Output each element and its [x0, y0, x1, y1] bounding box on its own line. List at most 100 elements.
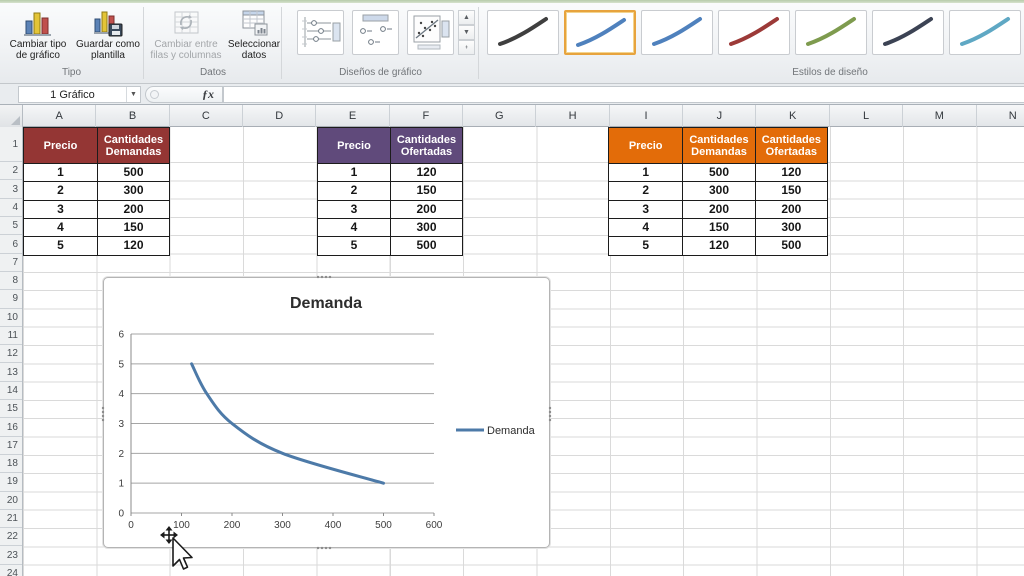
cell[interactable]: 300 [754, 219, 827, 237]
cell[interactable]: 200 [682, 200, 754, 219]
layout-gallery-more-button[interactable]: ⍖ [458, 40, 475, 55]
row-header-2[interactable]: 2 [0, 162, 22, 181]
chart-style-4-thumbnail[interactable] [718, 10, 790, 55]
row-header-13[interactable]: 13 [0, 364, 22, 382]
tabla-combinada-header-2[interactable]: Cantidades Demandas [682, 128, 754, 164]
cell[interactable]: 120 [96, 237, 169, 255]
cell[interactable]: 300 [682, 182, 754, 200]
cell[interactable]: 3 [642, 201, 649, 216]
row-header-11[interactable]: 11 [0, 327, 22, 346]
insert-function-button[interactable]: ƒx [202, 87, 214, 101]
chart-handle-bottom[interactable] [316, 546, 332, 550]
select-data-button[interactable]: Seleccionar datos [226, 5, 282, 65]
tabla-combinada-header-3[interactable]: Cantidades Ofertadas [754, 128, 827, 164]
cell[interactable]: 120 [754, 164, 827, 182]
tabla-combinada-header-1[interactable]: Precio [628, 139, 663, 152]
column-header-J[interactable]: J [683, 105, 757, 127]
row-header-9[interactable]: 9 [0, 290, 22, 309]
row-header-24[interactable]: 24 [0, 565, 22, 576]
cell[interactable]: 1 [57, 165, 64, 180]
column-header-K[interactable]: K [757, 105, 830, 127]
chart-style-7-thumbnail[interactable] [949, 10, 1021, 55]
demand-chart[interactable]: Demanda 0 1 2 3 4 5 6 0 100 200 300 400 500 600 Demanda [101, 275, 552, 550]
cell[interactable]: 2 [57, 183, 64, 198]
column-header-A[interactable]: A [23, 105, 97, 127]
cell[interactable]: 1 [642, 165, 649, 180]
cell[interactable]: 120 [682, 237, 754, 255]
select-all-corner[interactable] [0, 105, 23, 127]
cell[interactable]: 4 [642, 220, 649, 235]
name-box[interactable]: 1 Gráfico ▼ [18, 86, 141, 103]
chart-style-1-thumbnail[interactable] [487, 10, 559, 55]
chart-handle-left[interactable] [101, 406, 105, 422]
row-header-22[interactable]: 22 [0, 528, 22, 547]
name-box-dropdown-icon[interactable]: ▼ [126, 87, 140, 102]
chart-handle-top[interactable] [316, 275, 332, 279]
cell[interactable]: 5 [350, 238, 358, 253]
cell[interactable]: 2 [642, 183, 649, 198]
tabla-demanda-header-2[interactable]: Cantidades Demandas [96, 128, 169, 164]
cell[interactable]: 500 [390, 237, 462, 255]
column-header-M[interactable]: M [903, 105, 977, 127]
cell[interactable]: 2 [350, 183, 358, 198]
chart-style-3-thumbnail[interactable] [641, 10, 713, 55]
layout-scroll-down-button[interactable]: ▼ [458, 25, 475, 40]
formula-input[interactable] [223, 86, 1024, 103]
column-header-D[interactable]: D [243, 105, 317, 127]
column-header-N[interactable]: N [977, 105, 1024, 127]
cell[interactable]: 150 [96, 219, 169, 237]
cell[interactable]: 4 [57, 220, 64, 235]
row-header-7[interactable]: 7 [0, 254, 22, 272]
column-header-L[interactable]: L [830, 105, 904, 127]
cell[interactable]: 500 [754, 237, 827, 255]
row-header-4[interactable]: 4 [0, 199, 22, 218]
tabla-demanda-header-1[interactable]: Precio [43, 139, 78, 152]
row-header-12[interactable]: 12 [0, 345, 22, 364]
cell[interactable]: 5 [57, 238, 64, 253]
cell[interactable]: 500 [96, 164, 169, 182]
column-header-F[interactable]: F [390, 105, 464, 127]
cell[interactable]: 150 [754, 182, 827, 200]
column-header-G[interactable]: G [463, 105, 537, 127]
row-header-21[interactable]: 21 [0, 510, 22, 529]
chart-layout-2-thumbnail[interactable] [352, 10, 399, 55]
row-header-23[interactable]: 23 [0, 547, 22, 565]
chart-layout-3-thumbnail[interactable] [407, 10, 454, 55]
change-chart-type-button[interactable]: Cambiar tipo de gráfico [3, 5, 73, 65]
chart-handle-right[interactable] [548, 406, 552, 422]
cell[interactable]: 120 [390, 164, 462, 182]
switch-row-column-button[interactable]: Cambiar entre filas y columnas [148, 5, 224, 65]
chart-layout-1-thumbnail[interactable] [297, 10, 344, 55]
row-header-19[interactable]: 19 [0, 473, 22, 492]
column-header-E[interactable]: E [316, 105, 390, 127]
save-as-template-button[interactable]: Guardar como plantilla [74, 5, 142, 65]
cell[interactable]: 150 [682, 219, 754, 237]
row-header-8[interactable]: 8 [0, 272, 22, 291]
tabla-oferta-header-2[interactable]: Cantidades Ofertadas [390, 128, 462, 164]
cell[interactable]: 4 [350, 220, 358, 235]
cell[interactable]: 200 [390, 200, 462, 219]
column-header-C[interactable]: C [170, 105, 244, 127]
row-header-14[interactable]: 14 [0, 382, 22, 401]
column-header-B[interactable]: B [96, 105, 170, 127]
chart-style-5-thumbnail[interactable] [795, 10, 867, 55]
formula-bar-collapse-icon[interactable] [150, 90, 159, 99]
cell[interactable]: 3 [57, 201, 64, 216]
cell[interactable]: 3 [350, 201, 358, 216]
column-header-I[interactable]: I [610, 105, 684, 127]
tabla-oferta-header-1[interactable]: Precio [337, 139, 371, 152]
cell[interactable]: 300 [390, 219, 462, 237]
row-header-18[interactable]: 18 [0, 455, 22, 474]
cell[interactable]: 1 [350, 165, 358, 180]
row-header-17[interactable]: 17 [0, 437, 22, 455]
row-header-16[interactable]: 16 [0, 418, 22, 437]
layout-scroll-up-button[interactable]: ▲ [458, 10, 475, 25]
row-header-3[interactable]: 3 [0, 181, 22, 199]
row-header-5[interactable]: 5 [0, 217, 22, 236]
cell[interactable]: 300 [96, 182, 169, 200]
cell[interactable]: 150 [390, 182, 462, 200]
column-header-H[interactable]: H [536, 105, 610, 127]
row-header-6[interactable]: 6 [0, 235, 22, 254]
row-header-10[interactable]: 10 [0, 309, 22, 327]
cell[interactable]: 5 [642, 238, 649, 253]
